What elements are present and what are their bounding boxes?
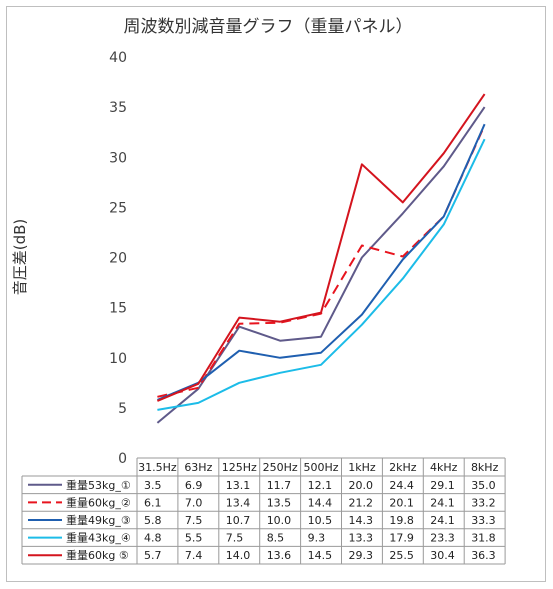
data-cell: 24.4 xyxy=(389,479,414,492)
y-tick-label: 25 xyxy=(109,200,127,216)
y-tick-label: 35 xyxy=(109,100,127,116)
category-label: 31.5Hz xyxy=(138,461,177,474)
data-cell: 25.5 xyxy=(389,549,414,562)
data-cell: 10.0 xyxy=(267,514,292,527)
y-tick-label: 15 xyxy=(109,301,127,317)
y-tick-label: 30 xyxy=(109,150,127,166)
data-cell: 29.3 xyxy=(349,549,374,562)
category-label: 500Hz xyxy=(304,461,339,474)
series-name: 重量60kg ⑤ xyxy=(66,548,129,562)
series-line xyxy=(157,138,486,411)
data-cell: 13.5 xyxy=(267,496,292,509)
chart-title: 周波数別減音量グラフ（重量パネル） xyxy=(124,17,413,37)
data-cell: 11.7 xyxy=(267,479,292,492)
data-cell: 33.3 xyxy=(471,514,496,527)
series-name: 重量49kg_③ xyxy=(66,513,131,527)
data-cell: 7.0 xyxy=(185,496,203,509)
data-cell: 30.4 xyxy=(430,549,455,562)
y-tick-label: 0 xyxy=(118,451,127,467)
series-name: 重量53kg_① xyxy=(66,478,131,492)
data-cell: 10.7 xyxy=(226,514,251,527)
data-cell: 24.1 xyxy=(430,496,455,509)
category-label: 250Hz xyxy=(263,461,298,474)
data-cell: 14.3 xyxy=(349,514,374,527)
data-cell: 5.8 xyxy=(144,514,162,527)
data-cell: 12.1 xyxy=(308,479,333,492)
data-cell: 24.1 xyxy=(430,514,455,527)
data-cell: 6.1 xyxy=(144,496,162,509)
data-cell: 7.5 xyxy=(226,532,244,545)
data-cell: 35.0 xyxy=(471,479,496,492)
category-label: 8kHz xyxy=(471,461,499,474)
data-cell: 6.9 xyxy=(185,479,203,492)
data-cell: 5.7 xyxy=(144,549,162,562)
category-label: 2kHz xyxy=(389,461,417,474)
series-line xyxy=(157,93,486,402)
data-cell: 19.8 xyxy=(389,514,414,527)
data-cell: 7.5 xyxy=(185,514,203,527)
series-name: 重量60kg_② xyxy=(66,495,131,509)
series-line xyxy=(157,124,486,398)
data-cell: 23.3 xyxy=(430,532,455,545)
data-cell: 21.2 xyxy=(349,496,374,509)
y-tick-label: 10 xyxy=(109,351,127,367)
y-tick-label: 40 xyxy=(109,50,127,66)
series-line xyxy=(157,123,486,401)
data-cell: 20.0 xyxy=(349,479,374,492)
data-table: 31.5Hz 63Hz 125Hz 250Hz 500Hz 1kHz 2kHz 4kHz 8kH… xyxy=(21,457,506,565)
category-label: 125Hz xyxy=(222,461,257,474)
data-cell: 7.4 xyxy=(185,549,203,562)
category-label: 63Hz xyxy=(184,461,212,474)
data-cell: 5.5 xyxy=(185,532,203,545)
data-cell: 13.3 xyxy=(349,532,374,545)
plot-area xyxy=(156,93,486,424)
y-tick-label: 5 xyxy=(118,401,127,417)
data-cell: 14.5 xyxy=(308,549,333,562)
data-cell: 14.4 xyxy=(308,496,333,509)
chart-frame xyxy=(6,6,546,582)
data-cell: 9.3 xyxy=(308,532,326,545)
data-cell: 4.8 xyxy=(144,532,162,545)
data-cell: 13.1 xyxy=(226,479,251,492)
y-axis: 0 5 10 15 20 25 30 35 40 xyxy=(109,50,127,467)
data-cell: 33.2 xyxy=(471,496,496,509)
data-cell: 8.5 xyxy=(267,532,285,545)
data-cell: 36.3 xyxy=(471,549,496,562)
data-cell: 13.4 xyxy=(226,496,251,509)
category-label: 4kHz xyxy=(430,461,458,474)
data-cell: 29.1 xyxy=(430,479,455,492)
data-cell: 10.5 xyxy=(308,514,333,527)
series-name: 重量43kg_④ xyxy=(66,531,131,545)
category-label: 1kHz xyxy=(348,461,376,474)
data-cell: 20.1 xyxy=(389,496,414,509)
y-tick-label: 20 xyxy=(109,251,127,267)
data-cell: 31.8 xyxy=(471,532,496,545)
data-cell: 3.5 xyxy=(144,479,162,492)
data-cell: 13.6 xyxy=(267,549,292,562)
y-axis-label: 音圧差(dB) xyxy=(11,219,29,296)
data-cell: 17.9 xyxy=(389,532,414,545)
data-cell: 14.0 xyxy=(226,549,251,562)
